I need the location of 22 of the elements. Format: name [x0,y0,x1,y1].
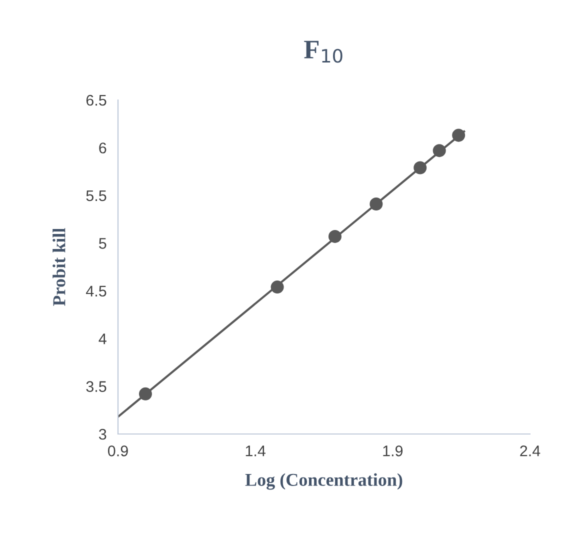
y-tick-label: 6 [99,142,106,154]
y-tick-label: 3.5 [86,381,106,392]
x-tick-label: 1.4 [246,446,266,456]
x-tick-label: 1.9 [383,446,403,456]
point [432,144,446,158]
point [452,128,466,142]
point [370,198,383,211]
point [328,230,342,243]
x-tick-label: 0.9 [108,446,128,456]
point [270,280,284,294]
chart-title: F$_{10}$ [304,40,342,63]
y-tick-label: 4.5 [86,286,106,297]
y-tick-label: 5 [99,238,106,249]
y-tick-label: 4 [98,334,106,344]
y-axis-title: Probit kill [52,228,66,306]
point [138,387,152,400]
x-axis-title: Log (Concentration) [245,473,402,490]
y-tick-label: 5.5 [86,190,106,202]
y-tick-label: 3 [98,428,106,440]
y-tick-label: 6.5 [86,94,106,106]
x-tick-label: 2.4 [520,446,540,456]
point [414,161,427,174]
